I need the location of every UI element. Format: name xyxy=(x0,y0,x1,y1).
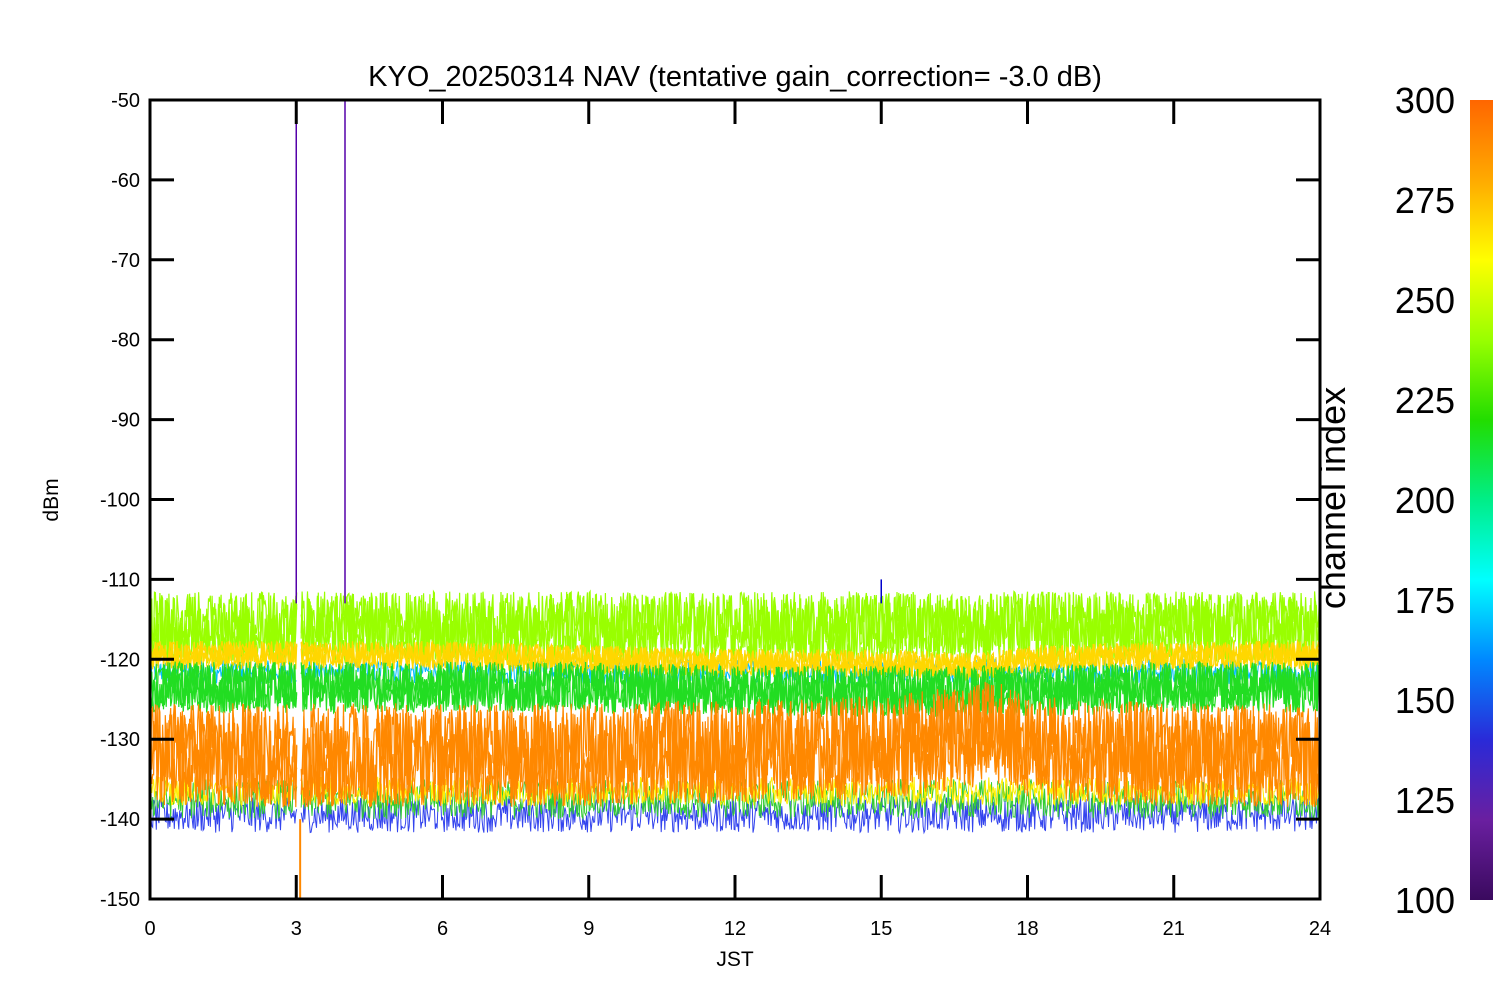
series-line-1 xyxy=(150,638,1320,680)
colorbar-label: channel index xyxy=(1312,387,1353,609)
colorbar-tick-label: 100 xyxy=(1395,880,1455,921)
colorbar-tick-label: 200 xyxy=(1395,480,1455,521)
y-tick-label: -140 xyxy=(100,809,140,831)
x-axis: 0 3 6 9 12 15 18 21 24 xyxy=(144,100,1331,940)
x-tick-label: 6 xyxy=(437,918,448,940)
colorbar-tick-label: 150 xyxy=(1395,680,1455,721)
x-tick-label: 9 xyxy=(583,918,594,940)
colorbar-tick-label: 300 xyxy=(1395,80,1455,121)
y-tick-label: -80 xyxy=(111,330,140,352)
y-axis-label: dBm xyxy=(40,478,63,521)
colorbar xyxy=(1470,100,1493,900)
y-tick-label: -50 xyxy=(111,90,140,112)
chart-title: KYO_20250314 NAV (tentative gain_correct… xyxy=(368,61,1102,93)
colorbar-tick-label: 125 xyxy=(1395,780,1455,821)
x-axis-label: JST xyxy=(716,948,754,971)
y-tick-label: -120 xyxy=(100,649,140,671)
colorbar-ticks: 300 275 250 225 200 175 150 125 100 xyxy=(1395,80,1455,921)
y-tick-label: -60 xyxy=(111,170,140,192)
series-line-3 xyxy=(150,684,1320,808)
colorbar-tick-label: 225 xyxy=(1395,380,1455,421)
series-line-2 xyxy=(150,660,1320,717)
y-tick-label: -110 xyxy=(101,569,140,591)
x-tick-label: 0 xyxy=(144,918,155,940)
y-axis: -50 -60 -70 -80 -90 -100 -110 -120 -130 -140 -150 xyxy=(100,90,1320,911)
colorbar-tick-label: 250 xyxy=(1395,280,1455,321)
x-tick-label: 15 xyxy=(870,918,892,940)
y-tick-label: -130 xyxy=(100,729,140,751)
x-tick-label: 3 xyxy=(291,918,302,940)
y-tick-label: -100 xyxy=(100,490,140,512)
y-tick-label: -150 xyxy=(100,889,140,911)
x-tick-label: 18 xyxy=(1016,918,1038,940)
y-tick-label: -90 xyxy=(111,410,140,432)
noise-layer xyxy=(150,589,1320,835)
x-tick-label: 21 xyxy=(1163,918,1185,940)
x-tick-label: 24 xyxy=(1309,918,1331,940)
colorbar-tick-label: 275 xyxy=(1395,180,1455,221)
colorbar-tick-label: 175 xyxy=(1395,580,1455,621)
spike-layer xyxy=(295,100,882,899)
y-tick-label: -70 xyxy=(111,250,140,272)
x-tick-label: 12 xyxy=(724,918,746,940)
